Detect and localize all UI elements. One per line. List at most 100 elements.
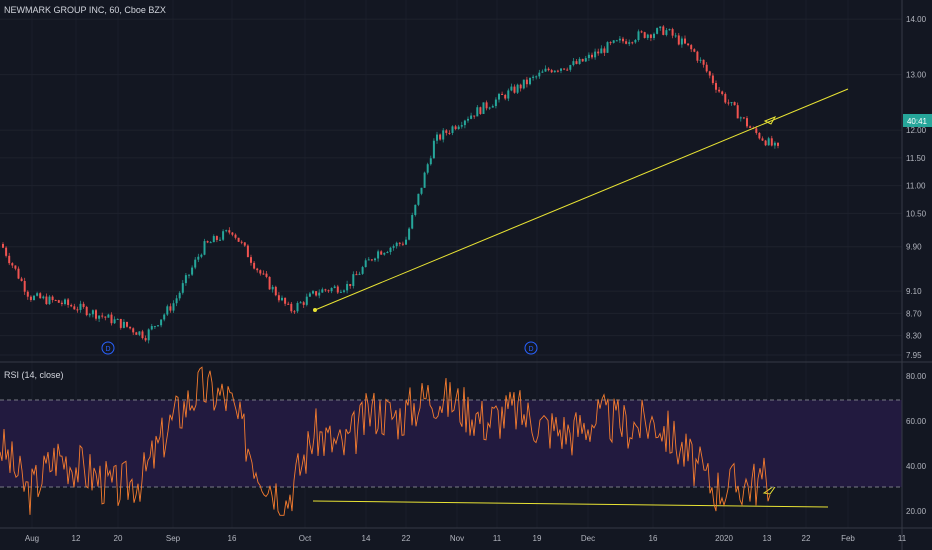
candle-body <box>777 142 779 146</box>
rsi-tick-label: 80.00 <box>906 372 927 381</box>
candle-body <box>293 311 296 313</box>
candle-body <box>333 286 336 288</box>
candle-body <box>98 315 101 319</box>
candle-body <box>36 293 39 296</box>
candle-body <box>442 130 445 140</box>
candle-body <box>746 118 748 127</box>
candle-body <box>625 41 628 44</box>
candle-body <box>510 86 513 91</box>
price-tick-label: 10.50 <box>906 209 927 218</box>
candle-body <box>755 128 758 133</box>
horizontal-gridlines <box>0 18 902 356</box>
candle-body <box>73 306 76 310</box>
candle-body <box>501 93 504 95</box>
candle-body <box>587 54 590 59</box>
candle-body <box>246 245 249 258</box>
candle-body <box>91 310 94 315</box>
candle-body <box>767 138 770 146</box>
price-pane[interactable] <box>0 0 902 361</box>
time-tick-label: 19 <box>533 534 542 543</box>
candle-body <box>622 38 624 42</box>
time-tick-label: Sep <box>166 534 181 543</box>
price-trendline[interactable] <box>314 88 849 311</box>
candle-body <box>234 234 237 238</box>
candle-body <box>147 329 150 341</box>
trendline-anchor[interactable] <box>313 308 317 312</box>
candle-body <box>612 40 615 43</box>
candle-body <box>163 314 166 320</box>
candle-body <box>432 140 435 159</box>
candle-body <box>600 48 603 54</box>
candle-body <box>463 120 466 126</box>
candle-body <box>550 70 553 73</box>
candle-body <box>668 29 671 31</box>
candle-body <box>556 70 559 72</box>
candle-body <box>54 300 57 302</box>
candle-body <box>615 40 618 42</box>
candle-body <box>11 263 14 266</box>
candle-body <box>659 26 662 29</box>
dividend-marker-1[interactable]: D <box>101 341 115 355</box>
rsi-trendline[interactable] <box>312 500 829 508</box>
candlestick-series <box>2 25 779 344</box>
candle-body <box>60 302 63 305</box>
candle-body <box>708 71 711 76</box>
candle-body <box>448 132 451 134</box>
candle-body <box>39 293 42 299</box>
candle-body <box>522 79 525 89</box>
candle-body <box>727 102 730 104</box>
candle-body <box>256 268 259 271</box>
time-tick-label: 13 <box>763 534 772 543</box>
candle-body <box>122 321 125 328</box>
candle-body <box>364 260 367 268</box>
candle-body <box>277 295 280 301</box>
candle-body <box>494 99 497 107</box>
candle-body <box>569 65 572 70</box>
candle-body <box>8 255 11 264</box>
candle-body <box>696 51 699 61</box>
candle-body <box>485 102 488 109</box>
candle-body <box>749 126 752 128</box>
candle-body <box>212 236 215 243</box>
candle-body <box>454 126 457 129</box>
chart-title: NEWMARK GROUP INC, 60, Cboe BZX <box>4 5 166 15</box>
price-tick-label: 12.00 <box>906 126 927 135</box>
price-tick-label: 11.50 <box>906 154 926 163</box>
candle-body <box>761 138 764 141</box>
current-price-label: 40:41 <box>907 117 928 126</box>
candle-body <box>405 239 407 245</box>
candle-body <box>374 258 376 261</box>
candle-body <box>594 51 597 58</box>
candle-body <box>157 325 159 327</box>
candle-body <box>110 314 113 324</box>
candle-body <box>299 302 302 304</box>
time-tick-label: Aug <box>25 534 39 543</box>
dividend-marker-2[interactable]: D <box>524 341 538 355</box>
time-axis[interactable]: Aug 12 20 Sep 16 Oct 14 22 Nov 11 19 Dec 16 2020 13 22 F… <box>25 534 907 543</box>
dividend-label: D <box>105 346 110 353</box>
candle-body <box>439 134 442 140</box>
candle-body <box>67 299 70 305</box>
candle-body <box>231 232 234 235</box>
candle-body <box>305 296 308 305</box>
candle-body <box>721 91 724 95</box>
candle-body <box>253 262 256 269</box>
candle-body <box>684 38 686 44</box>
candle-body <box>178 292 181 299</box>
rsi-axis[interactable]: 80.00 60.00 40.00 20.00 <box>906 372 927 516</box>
candle-body <box>181 283 184 293</box>
candle-body <box>361 267 364 274</box>
candle-body <box>572 61 575 66</box>
candle-body <box>671 29 674 36</box>
candle-body <box>392 246 395 248</box>
candle-body <box>150 326 153 330</box>
candle-body <box>268 276 271 290</box>
candle-body <box>343 290 345 292</box>
time-tick-label: 22 <box>402 534 411 543</box>
candle-body <box>445 130 448 133</box>
candle-body <box>401 243 404 245</box>
candle-body <box>290 303 293 312</box>
price-axis[interactable]: 14.00 13.00 12.00 11.50 11.00 10.50 9.90 9.10 8.… <box>906 15 927 360</box>
